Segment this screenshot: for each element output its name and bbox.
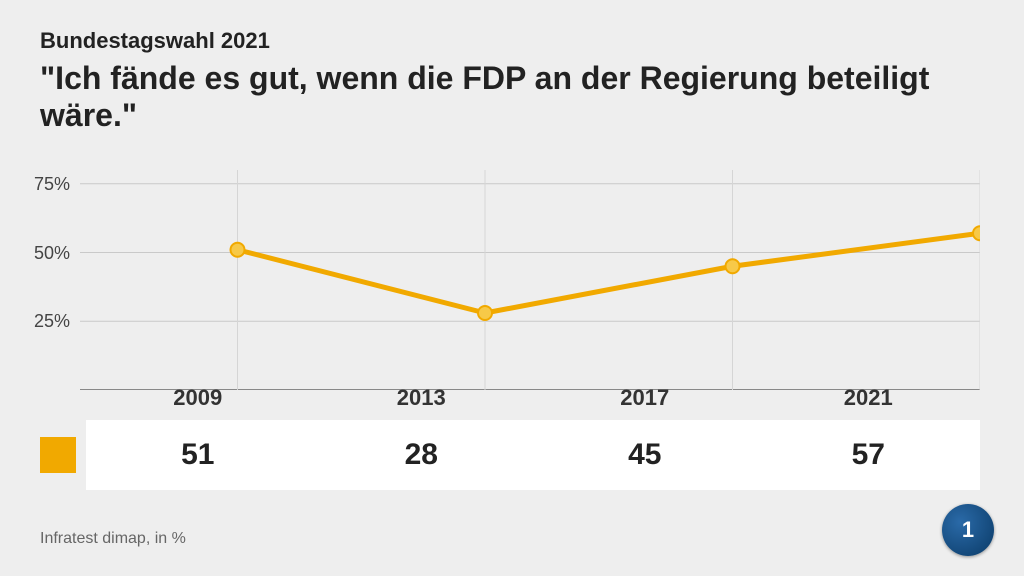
series-color-swatch	[40, 437, 76, 473]
y-tick-label: 50%	[20, 243, 70, 264]
chart-title: "Ich fände es gut, wenn die FDP an der R…	[40, 60, 960, 134]
x-tick-label: 2017	[533, 385, 757, 411]
chart-svg	[80, 170, 980, 390]
data-value: 45	[533, 420, 757, 490]
line-chart: 75% 50% 25%	[80, 170, 980, 390]
x-tick-label: 2021	[757, 385, 981, 411]
data-value: 57	[757, 420, 981, 490]
y-tick-label: 75%	[20, 174, 70, 195]
data-value: 51	[86, 420, 310, 490]
data-value-row: 51 28 45 57	[40, 420, 980, 490]
x-tick-label: 2009	[86, 385, 310, 411]
x-axis-labels: 2009 2013 2017 2021	[86, 385, 980, 411]
chart-subtitle: Bundestagswahl 2021	[40, 28, 984, 54]
logo-text: 1	[962, 517, 974, 543]
y-tick-label: 25%	[20, 311, 70, 332]
x-tick-label: 2013	[310, 385, 534, 411]
source-text: Infratest dimap, in %	[40, 530, 186, 548]
data-value: 28	[310, 420, 534, 490]
broadcaster-logo: 1	[942, 504, 994, 556]
